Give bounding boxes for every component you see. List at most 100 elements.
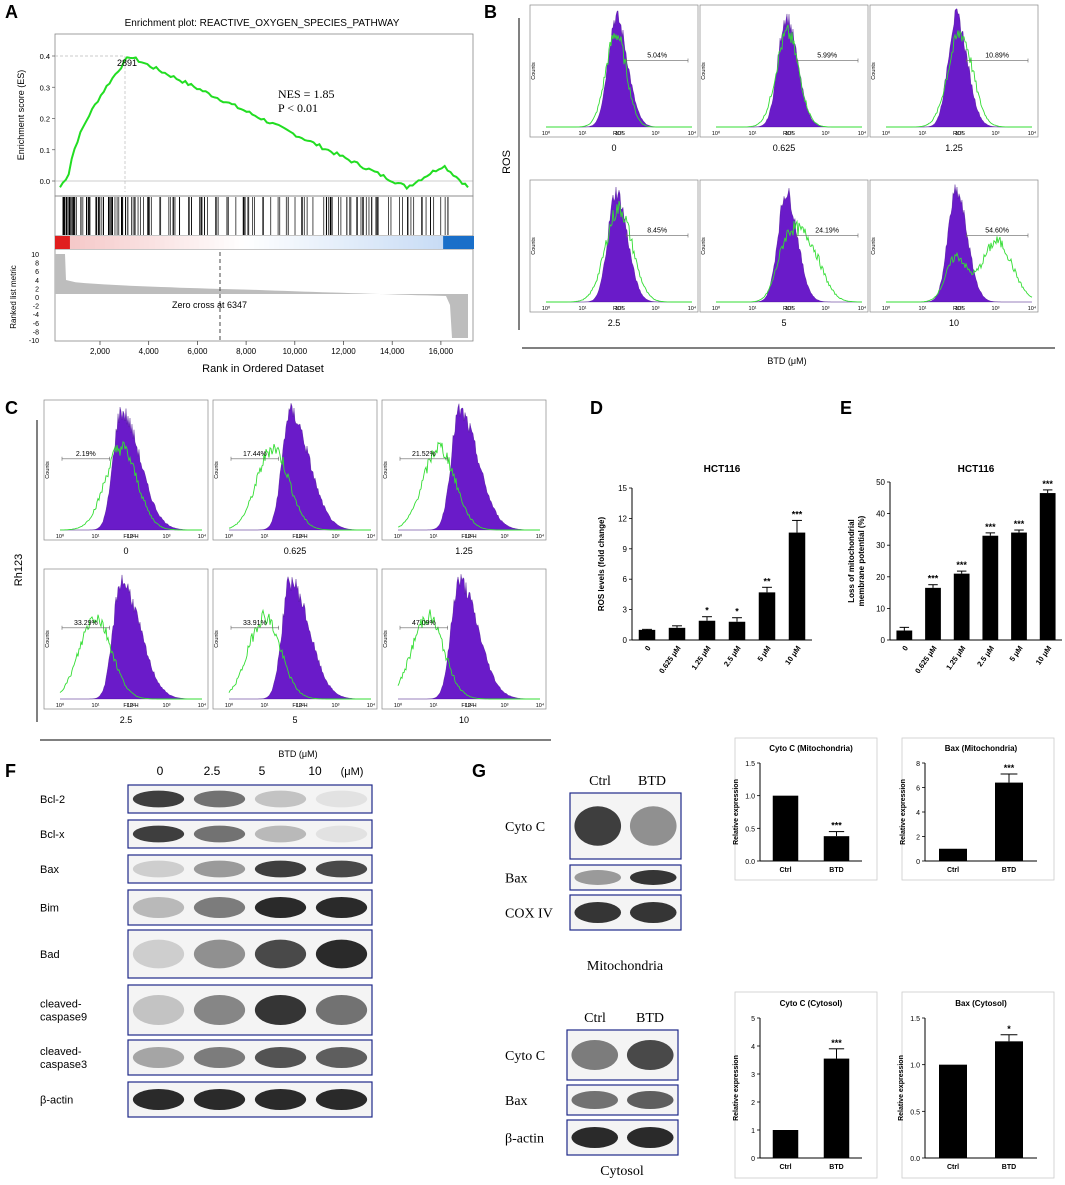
histogram-xtick: 10³ — [501, 534, 509, 540]
histogram-xlabel: ROS — [613, 306, 625, 312]
histogram-fill — [229, 403, 371, 531]
histogram-rh-5: 47.09% Counts FL2-H 10⁰ 10¹ 10² 10³ 10⁴ 10 — [381, 568, 547, 725]
histogram-condition-label: 0 — [611, 143, 616, 153]
histogram-fill — [886, 8, 1032, 128]
rank-tick-label: -10 — [29, 338, 39, 345]
lane-label: Ctrl — [584, 1011, 606, 1026]
histogram-xtick: 10² — [785, 306, 793, 312]
heatmap-cell — [358, 236, 365, 249]
histogram-ylabel: Counts — [871, 62, 877, 80]
histogram-xlabel: FL2-H — [461, 534, 476, 540]
gsea-es-ticks: 0.4 0.3 0.2 0.1 0.0 — [40, 52, 55, 186]
x-tick-label: 6,000 — [187, 347, 208, 356]
heatmap-cell — [194, 236, 201, 249]
histogram-xtick: 10⁴ — [536, 533, 545, 540]
histogram-xtick: 10⁰ — [225, 702, 234, 709]
histogram-frame — [381, 399, 547, 541]
y-tick-label: 40 — [876, 510, 885, 519]
histogram-xtick: 10³ — [163, 534, 171, 540]
x-tick-label: 12,000 — [331, 347, 356, 356]
bar — [939, 1064, 967, 1158]
bar — [1011, 532, 1027, 640]
histogram-condition-label: 10 — [949, 318, 959, 328]
y-tick-label: 2 — [751, 1100, 755, 1107]
chart-frame — [901, 737, 1055, 881]
histogram-ylabel: Counts — [701, 237, 707, 255]
rank-tick-label: 10 — [31, 252, 39, 259]
blot-row-label: Cyto C — [505, 1049, 545, 1064]
gsea-rank-ticks: 10 86 42 0 -2-4 -6-8 -10 — [29, 252, 39, 345]
bar-chart-g-bax-mito: Bax (Mitochondria) 0 2 4 6 8 Relative expressi… — [900, 737, 1055, 881]
lane-label: 10 — [308, 764, 322, 778]
heatmap-cell — [59, 236, 66, 249]
y-tick-label: 0 — [881, 636, 886, 645]
histogram-overlay-line — [397, 609, 540, 700]
category-label: BTD — [1002, 867, 1016, 874]
es-tick-label: 0.3 — [40, 83, 50, 92]
blot-band — [132, 897, 185, 918]
blot-row-label: cleaved- — [40, 1046, 82, 1058]
histogram-xtick: 10⁰ — [394, 533, 403, 540]
blot-band — [193, 825, 246, 843]
histogram-xtick: 10⁴ — [858, 305, 867, 312]
blot-row-label: β-actin — [40, 1095, 73, 1107]
histogram-xtick: 10¹ — [430, 534, 438, 540]
y-tick-label: 0.5 — [910, 1109, 920, 1116]
histogram-ylabel: Counts — [45, 630, 51, 648]
histogram-fill — [229, 576, 371, 700]
heatmap-cell — [229, 236, 236, 249]
panel-letter-d: D — [590, 398, 603, 418]
histogram-xtick: 10² — [127, 534, 135, 540]
heatmap-cell — [423, 236, 430, 249]
histogram-xtick: 10² — [615, 131, 623, 137]
histogram-xlabel: ROS — [953, 131, 965, 137]
heatmap-cell — [224, 236, 231, 249]
histogram-xtick: 10³ — [652, 306, 660, 312]
histogram-rh-1: 17.44% Counts FL2-H 10⁰ 10¹ 10² 10³ 10⁴ 0.625 — [212, 399, 378, 556]
heatmap-cell — [119, 236, 126, 249]
histogram-condition-label: 0.625 — [773, 143, 796, 153]
x-tick-label: 16,000 — [429, 347, 454, 356]
gate-percentage: 54.60% — [985, 227, 1009, 234]
blot-row-label: Bad — [40, 949, 60, 961]
heatmap-cell — [333, 236, 340, 249]
significance-mark: * — [735, 607, 739, 617]
gate-percentage: 8.45% — [647, 227, 667, 234]
x-tick-label: 10,000 — [283, 347, 308, 356]
y-tick-label: 6 — [623, 575, 628, 584]
rank-tick-label: 8 — [35, 261, 39, 268]
gsea-xlabel: Rank in Ordered Dataset — [202, 363, 324, 375]
histogram-xtick: 10³ — [332, 703, 340, 709]
panel-letter-b: B — [484, 2, 497, 22]
heatmap-cell — [273, 236, 280, 249]
blot-band — [315, 1047, 368, 1068]
blot-row-label: Cyto C — [505, 820, 545, 835]
bar — [896, 630, 913, 640]
histogram-xtick: 10⁴ — [536, 702, 545, 709]
histogram-condition-label: 2.5 — [608, 318, 621, 328]
y-tick-label: 10 — [876, 604, 885, 613]
histogram-ylabel: Counts — [531, 62, 537, 80]
gsea-hit-marks — [62, 197, 449, 235]
bar — [939, 848, 967, 861]
heatmap-cell — [239, 236, 246, 249]
histogram-condition-label: 1.25 — [945, 143, 963, 153]
histogram-xtick: 10³ — [332, 534, 340, 540]
histogram-fill — [716, 13, 862, 128]
heatmap-cell — [214, 236, 221, 249]
histogram-xtick: 10³ — [163, 703, 171, 709]
heatmap-cell — [443, 236, 450, 249]
chart-title: Cyto C (Mitochondria) — [769, 744, 853, 753]
histogram-overlay-line — [886, 30, 1032, 128]
histogram-xtick: 10⁰ — [542, 305, 551, 312]
blot-band — [193, 860, 246, 878]
histogram-frame — [212, 399, 378, 541]
heatmap-cell — [408, 236, 415, 249]
bar — [772, 795, 799, 861]
heatmap-cell — [268, 236, 275, 249]
y-axis-label: membrane potential (%) — [857, 515, 866, 606]
blot-band — [193, 995, 246, 1025]
category-label: 5 μM — [1007, 644, 1024, 663]
